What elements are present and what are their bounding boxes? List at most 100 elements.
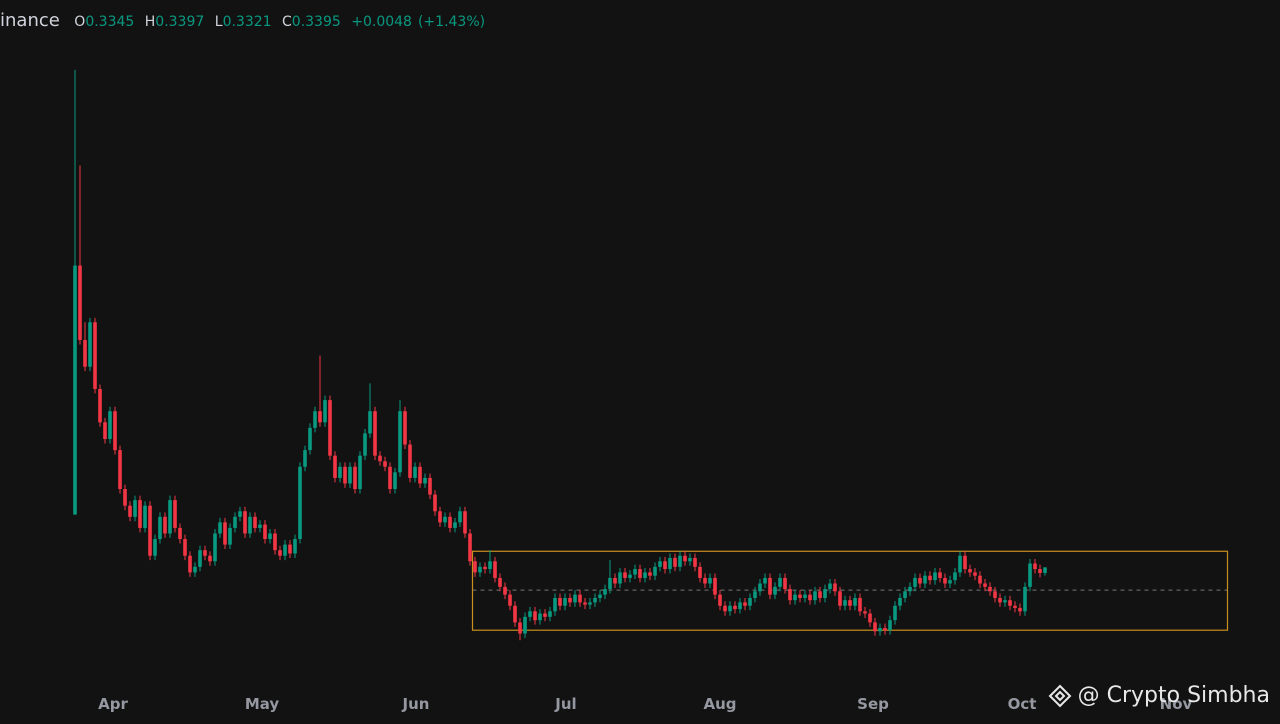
candle-body <box>748 598 752 606</box>
candle-body <box>1018 608 1022 611</box>
candle-body <box>178 528 182 539</box>
candle-body <box>143 506 147 528</box>
candle-body <box>243 511 247 533</box>
candle-body <box>858 598 862 611</box>
candle-body <box>453 522 457 528</box>
candle-body <box>313 411 317 428</box>
candle-body <box>323 400 327 422</box>
candle-body <box>173 500 177 528</box>
ohlc-label: O <box>74 14 85 30</box>
candle-body <box>923 576 927 584</box>
candle-body <box>578 595 582 603</box>
candle-body <box>128 506 132 517</box>
candle-body <box>443 517 447 523</box>
ohlc-label: C <box>282 14 292 30</box>
candle-body <box>88 322 92 366</box>
candle-body <box>438 511 442 522</box>
candle-body <box>373 411 377 455</box>
candle-body <box>218 522 222 533</box>
candle-body <box>158 517 162 539</box>
candle-body <box>498 578 502 587</box>
candle-body <box>988 587 992 591</box>
legend-header: inance O0.3345 H0.3397 L0.3321 C0.3395 +… <box>0 10 491 31</box>
candle-body <box>768 578 772 595</box>
candle-body <box>763 578 767 584</box>
ohlc-value: 0.3345 <box>85 14 134 30</box>
candle-body <box>628 575 632 578</box>
candle-body <box>553 598 557 611</box>
candle-body <box>743 602 747 605</box>
candle-body <box>383 461 387 467</box>
candle-body <box>103 422 107 439</box>
candle-body <box>378 456 382 462</box>
candle-body <box>853 598 857 606</box>
candle-body <box>293 539 297 553</box>
logo <box>1048 684 1072 708</box>
candle-body <box>318 411 322 422</box>
candle-body <box>713 578 717 595</box>
candle-body <box>288 545 292 554</box>
candle-body <box>588 602 592 604</box>
candle-body <box>698 567 702 578</box>
candle-body <box>238 511 242 517</box>
candle-body <box>888 620 892 630</box>
candle-body <box>193 567 197 573</box>
x-tick-label: Jun <box>402 695 430 713</box>
candle-body <box>933 572 937 580</box>
candle-body <box>328 400 332 456</box>
candle-body <box>413 467 417 478</box>
candle-body <box>543 614 547 617</box>
candle-body <box>263 525 267 539</box>
candle-body <box>83 340 87 367</box>
candle-body <box>333 456 337 478</box>
candle-body <box>788 589 792 600</box>
candle-body <box>738 602 742 609</box>
candle-body <box>908 587 912 591</box>
candle-body <box>833 584 837 592</box>
candle-body <box>358 456 362 489</box>
candle-body <box>903 591 907 598</box>
candle-body <box>1003 600 1007 602</box>
ohlc-value: 0.3321 <box>223 14 272 30</box>
candle-body <box>488 561 492 569</box>
candle-body <box>863 611 867 613</box>
candle-body <box>203 550 207 556</box>
candle-body <box>893 606 897 620</box>
candle-body <box>253 517 257 528</box>
candle-body <box>558 598 562 606</box>
candle-body <box>658 561 662 567</box>
candle-body <box>448 517 452 528</box>
candle-body <box>348 467 352 484</box>
candle-body <box>963 556 967 569</box>
candle-body <box>868 614 872 623</box>
range-box <box>473 551 1228 630</box>
candle-body <box>478 567 482 573</box>
candle-body <box>683 556 687 562</box>
candle-body <box>493 561 497 578</box>
candle-body <box>388 467 392 489</box>
candle-body <box>198 550 202 567</box>
candle-body <box>993 591 997 598</box>
candle-body <box>583 602 587 604</box>
candle-body <box>938 572 942 578</box>
x-tick-label: Jul <box>554 695 576 713</box>
candle-body <box>818 591 822 598</box>
candle-body <box>608 578 612 589</box>
candle-body <box>978 576 982 584</box>
candle-body <box>98 389 102 422</box>
candle-body <box>973 572 977 575</box>
candle-body <box>623 572 627 578</box>
candle-body <box>518 622 522 633</box>
candle-body <box>913 578 917 587</box>
candle-body <box>533 611 537 620</box>
candle-body <box>163 517 167 534</box>
candle-body <box>883 628 887 630</box>
candle-body <box>228 528 232 545</box>
ohlc-value: 0.3397 <box>155 14 204 30</box>
candle-body <box>433 495 437 512</box>
candle-body <box>93 322 97 389</box>
candle-body <box>268 533 272 539</box>
watermark-text: @ Crypto Simbha <box>1078 683 1270 708</box>
